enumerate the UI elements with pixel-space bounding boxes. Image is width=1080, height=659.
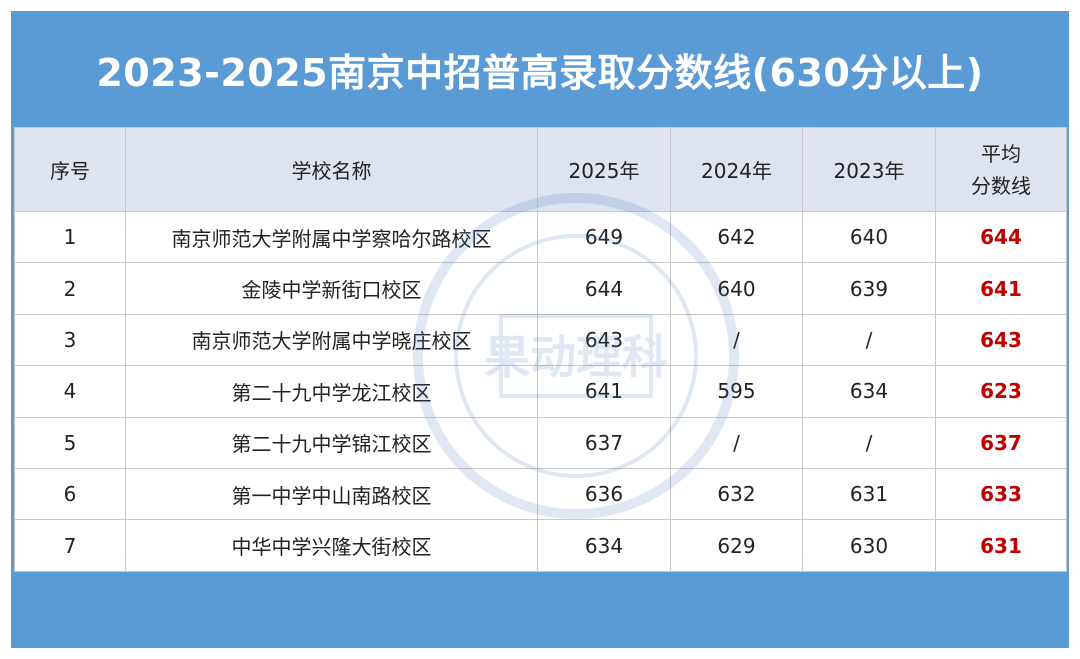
cell-index: 7	[14, 519, 126, 572]
cell-average: 643	[935, 313, 1067, 367]
table-row: 7 中华中学兴隆大街校区 634 629 630 631	[14, 519, 1067, 572]
table-row: 4 第二十九中学龙江校区 641 595 634 623	[14, 365, 1067, 418]
cell-2023: 630	[802, 519, 936, 572]
cell-2024: /	[670, 313, 803, 367]
cell-2025: 637	[537, 416, 671, 469]
poster-frame: 2023-2025南京中招普高录取分数线(630分以上) 序号 学校名称 202…	[11, 11, 1069, 648]
cell-index: 2	[14, 262, 126, 315]
header-average-score: 平均 分数线	[935, 127, 1067, 212]
cell-2023: 640	[802, 210, 936, 264]
cell-school-name: 金陵中学新街口校区	[125, 262, 538, 315]
cell-2024: 642	[670, 210, 803, 264]
footer-bar	[11, 571, 1069, 648]
cell-2025: 641	[537, 365, 671, 418]
cell-average: 631	[935, 519, 1067, 572]
cell-2025: 634	[537, 519, 671, 572]
cell-average: 641	[935, 262, 1067, 315]
table-row: 1 南京师范大学附属中学察哈尔路校区 649 642 640 644	[14, 210, 1067, 264]
cell-2024: 629	[670, 519, 803, 572]
cell-index: 5	[14, 416, 126, 469]
header-average-line1: 平均	[981, 141, 1021, 166]
cell-2023: 639	[802, 262, 936, 315]
cell-index: 3	[14, 313, 126, 367]
cell-school-name: 第二十九中学龙江校区	[125, 365, 538, 418]
admission-score-table: 序号 学校名称 2025年 2024年 2023年 平均 分数线 1 南京师范大…	[14, 127, 1067, 572]
cell-2023: /	[802, 416, 936, 469]
table-row: 2 金陵中学新街口校区 644 640 639 641	[14, 262, 1067, 315]
cell-2024: 632	[670, 467, 803, 521]
header-school-name: 学校名称	[125, 127, 538, 212]
cell-2025: 649	[537, 210, 671, 264]
cell-2023: /	[802, 313, 936, 367]
table-row: 5 第二十九中学锦江校区 637 / / 637	[14, 416, 1067, 469]
header-2023: 2023年	[802, 127, 936, 212]
header-average-line2: 分数线	[971, 173, 1031, 198]
page-title: 2023-2025南京中招普高录取分数线(630分以上)	[96, 50, 984, 95]
cell-school-name: 南京师范大学附属中学察哈尔路校区	[125, 210, 538, 264]
cell-index: 1	[14, 210, 126, 264]
header-2024: 2024年	[670, 127, 803, 212]
cell-2025: 636	[537, 467, 671, 521]
cell-school-name: 第二十九中学锦江校区	[125, 416, 538, 469]
cell-index: 6	[14, 467, 126, 521]
header-index: 序号	[14, 127, 126, 212]
table-row: 3 南京师范大学附属中学晓庄校区 643 / / 643	[14, 313, 1067, 367]
cell-school-name: 南京师范大学附属中学晓庄校区	[125, 313, 538, 367]
cell-average: 644	[935, 210, 1067, 264]
cell-average: 633	[935, 467, 1067, 521]
cell-2023: 631	[802, 467, 936, 521]
table-header-row: 序号 学校名称 2025年 2024年 2023年 平均 分数线	[14, 127, 1067, 212]
cell-index: 4	[14, 365, 126, 418]
cell-average: 623	[935, 365, 1067, 418]
cell-2025: 643	[537, 313, 671, 367]
cell-2023: 634	[802, 365, 936, 418]
header-2025: 2025年	[537, 127, 671, 212]
cell-school-name: 中华中学兴隆大街校区	[125, 519, 538, 572]
cell-2024: /	[670, 416, 803, 469]
cell-average: 637	[935, 416, 1067, 469]
cell-2024: 640	[670, 262, 803, 315]
cell-2025: 644	[537, 262, 671, 315]
table-row: 6 第一中学中山南路校区 636 632 631 633	[14, 467, 1067, 521]
cell-school-name: 第一中学中山南路校区	[125, 467, 538, 521]
cell-2024: 595	[670, 365, 803, 418]
